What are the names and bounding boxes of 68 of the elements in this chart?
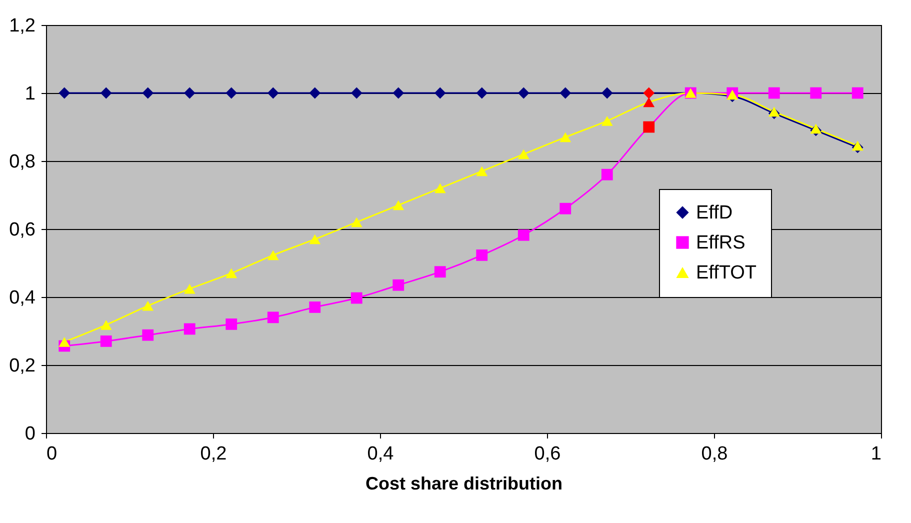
point	[184, 284, 196, 294]
point	[309, 302, 321, 313]
point	[726, 90, 738, 100]
point	[226, 87, 238, 99]
point	[226, 268, 238, 278]
point	[601, 168, 613, 180]
point	[309, 87, 321, 99]
point	[309, 234, 321, 244]
point	[350, 217, 362, 228]
x-tick-label: 0,2	[200, 444, 227, 464]
point	[142, 329, 154, 341]
point	[601, 116, 613, 126]
point	[476, 249, 488, 261]
point	[852, 87, 864, 99]
point	[518, 149, 530, 160]
point	[810, 124, 822, 134]
y-tick-label: 0,8	[9, 152, 36, 172]
point	[476, 87, 488, 99]
point	[560, 132, 572, 142]
point	[184, 87, 196, 99]
point	[184, 323, 196, 335]
point	[768, 106, 780, 117]
point	[434, 266, 446, 278]
point	[643, 97, 655, 108]
point	[560, 87, 572, 99]
x-tick-label: 0,8	[701, 444, 728, 464]
y-tick-label: 0,4	[9, 288, 36, 308]
point	[100, 87, 112, 99]
point	[142, 87, 154, 99]
x-tick-label: 0,4	[367, 444, 394, 464]
point	[852, 140, 864, 151]
point	[350, 292, 362, 304]
point	[226, 318, 238, 330]
point	[58, 336, 70, 347]
point	[267, 312, 279, 324]
point	[267, 250, 279, 260]
point	[560, 202, 572, 214]
y-tick-label: 1,2	[9, 16, 36, 36]
y-tick-label: 0,2	[9, 356, 36, 376]
legend-label: EffD	[696, 202, 733, 224]
point	[267, 87, 279, 99]
point	[58, 87, 70, 99]
x-tick-label: 0,6	[534, 444, 561, 464]
point	[434, 87, 446, 99]
x-tick-label: 1	[870, 444, 882, 464]
point	[476, 166, 488, 176]
point	[392, 87, 404, 99]
point	[601, 87, 613, 99]
x-tick-label: 0	[46, 444, 58, 464]
point	[100, 320, 112, 330]
point	[643, 121, 655, 133]
point	[392, 200, 404, 210]
point	[392, 279, 404, 291]
y-tick-label: 0,6	[9, 220, 36, 240]
point	[518, 87, 530, 99]
point	[518, 229, 530, 241]
point	[142, 300, 154, 311]
point	[350, 87, 362, 99]
y-tick-label: 0	[24, 424, 36, 444]
point	[643, 87, 655, 99]
legend-label: EffTOT	[696, 262, 757, 284]
point	[768, 87, 780, 99]
legend-label: EffRS	[696, 232, 746, 254]
y-tick-label: 1	[24, 84, 36, 104]
point	[810, 87, 822, 99]
x-axis-title: Cost share distribution	[365, 474, 563, 494]
point	[434, 183, 446, 194]
point	[100, 336, 112, 347]
